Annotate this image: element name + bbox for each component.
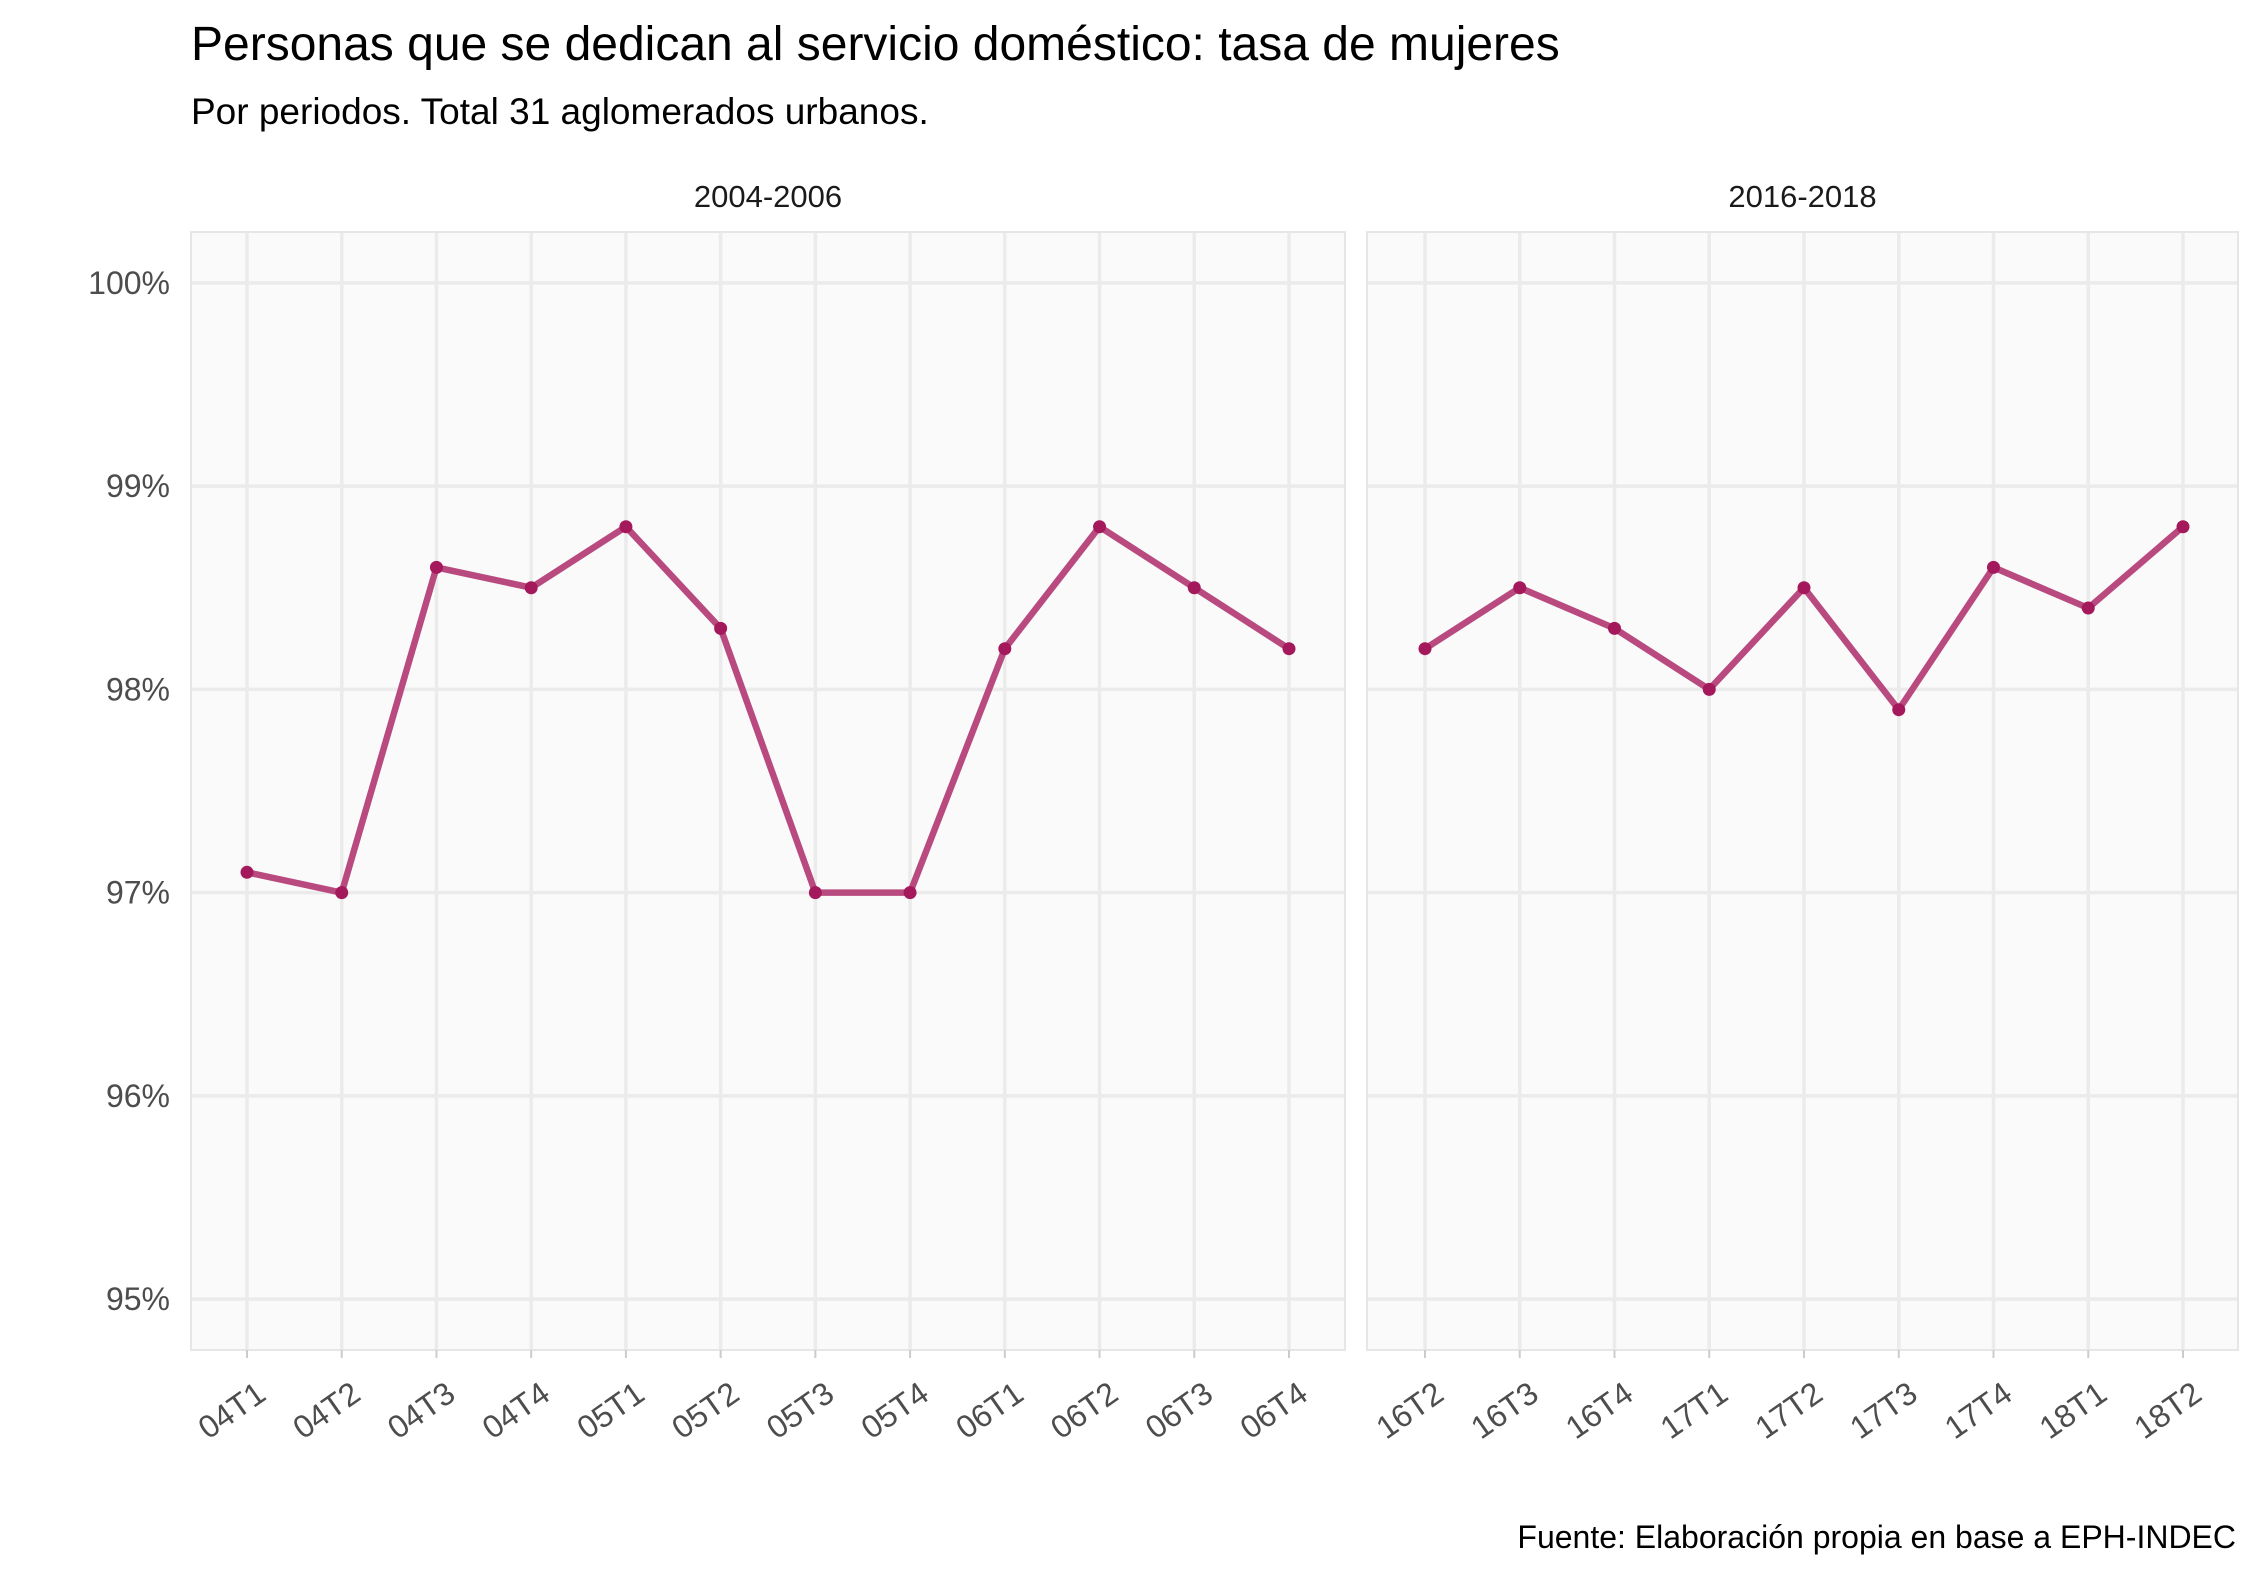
data-point [2176,520,2190,534]
x-tick-label: 16T2 [1369,1375,1449,1446]
data-point [1892,703,1906,717]
x-tick-label: 04T3 [381,1375,461,1446]
y-tick-label: 99% [106,468,170,504]
x-tick-label: 06T3 [1139,1375,1219,1446]
chart-title: Personas que se dedican al servicio domé… [191,18,1560,71]
x-tick-label: 04T4 [476,1375,556,1446]
x-tick-label: 17T4 [1938,1375,2018,1446]
data-point [335,886,349,900]
series-line [243,523,1293,896]
data-point [1282,642,1296,656]
x-tick-label: 18T1 [2033,1375,2113,1446]
x-tick-label: 04T1 [191,1375,271,1446]
x-tick-label: 17T1 [1654,1375,1734,1446]
data-point [1513,581,1527,595]
data-point [240,865,254,879]
data-point [619,520,633,534]
data-point [903,886,917,900]
data-point [808,886,822,900]
data-point [1093,520,1107,534]
data-point [714,621,728,635]
facet-strip-label: 2016-2018 [1728,179,1876,214]
y-tick-label: 100% [88,265,170,301]
data-point [524,581,538,595]
data-point [1187,581,1201,595]
panel-background [190,231,1346,1351]
x-tick-label: 06T4 [1233,1375,1313,1446]
facet-strip-label: 2004-2006 [694,179,842,214]
x-tick-label: 18T2 [2127,1375,2207,1446]
facet-panels: 95% 96% 97% 98% 99% 100% 2004-2006 04T1 04T2 04T3… [88,179,2239,1446]
y-tick-label: 96% [106,1078,170,1114]
x-tick-label: 16T4 [1559,1375,1639,1446]
y-tick-label: 97% [106,875,170,911]
x-tick-label: 06T1 [949,1375,1029,1446]
x-tick-label: 16T3 [1464,1375,1544,1446]
x-tick-label: 05T3 [760,1375,840,1446]
x-tick-label: 05T4 [855,1375,935,1446]
chart-subtitle: Por periodos. Total 31 aglomerados urban… [191,91,929,132]
y-tick-label: 95% [106,1281,170,1317]
x-tick-label: 17T3 [1843,1375,1923,1446]
x-tick-label: 04T2 [286,1375,366,1446]
data-point [1418,642,1432,656]
y-tick-label: 98% [106,671,170,707]
chart-caption: Fuente: Elaboración propia en base a EPH… [1517,1519,2236,1555]
x-tick-label: 05T1 [570,1375,650,1446]
data-point [1987,560,2000,574]
data-point [1702,682,1716,696]
data-point [429,560,443,574]
x-tick-label: 05T2 [665,1375,745,1446]
data-point [1797,581,1811,595]
x-tick-label: 06T2 [1044,1375,1124,1446]
data-point [1608,621,1621,635]
facet-panel-2004-2006: 2004-2006 04T1 04T2 04T3 04T4 05T1 05T2 05T3 05T… [190,179,1346,1446]
x-tick-label: 17T2 [1748,1375,1828,1446]
data-point [2081,601,2095,615]
data-point [998,642,1012,656]
